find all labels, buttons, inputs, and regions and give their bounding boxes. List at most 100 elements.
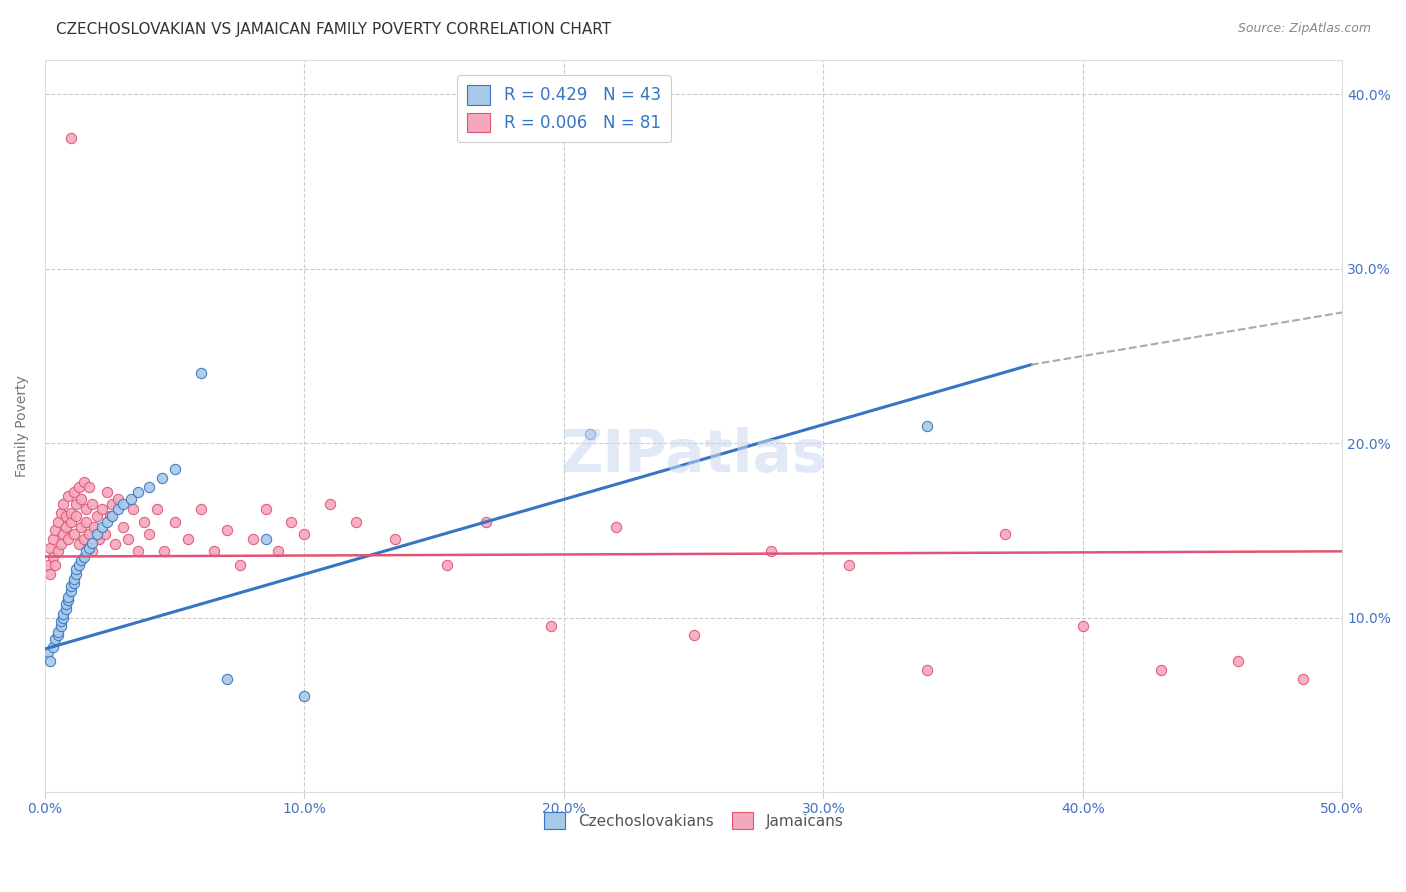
Point [91, 520, 114, 534]
Point [46, 515, 69, 529]
Point [215, 672, 238, 686]
Point [77, 480, 100, 494]
Point [436, 558, 458, 573]
Point [86, 509, 108, 524]
Point [49, 537, 72, 551]
Point [52, 607, 75, 621]
Point [80, 544, 103, 558]
Point [384, 532, 406, 546]
Point [120, 491, 142, 506]
Point [62, 572, 84, 586]
Point [58, 489, 80, 503]
Point [67, 480, 90, 494]
Point [475, 515, 498, 529]
Point [70, 553, 93, 567]
Point [39, 654, 62, 668]
Point [76, 544, 98, 558]
Point [1227, 654, 1250, 668]
Point [37, 645, 59, 659]
Point [132, 515, 155, 529]
Point [59, 584, 82, 599]
Point [267, 544, 290, 558]
Point [46, 628, 69, 642]
Point [1292, 672, 1315, 686]
Point [67, 537, 90, 551]
Point [138, 527, 160, 541]
Point [96, 515, 118, 529]
Point [163, 515, 186, 529]
Point [96, 485, 118, 500]
Point [58, 590, 80, 604]
Point [73, 549, 96, 564]
Point [111, 497, 134, 511]
Point [55, 597, 77, 611]
Point [294, 689, 316, 703]
Point [59, 131, 82, 145]
Point [39, 566, 62, 581]
Point [540, 619, 562, 633]
Point [127, 544, 149, 558]
Text: Source: ZipAtlas.com: Source: ZipAtlas.com [1237, 22, 1371, 36]
Point [605, 520, 627, 534]
Point [76, 502, 98, 516]
Point [49, 506, 72, 520]
Point [1071, 619, 1094, 633]
Point [101, 497, 124, 511]
Point [73, 532, 96, 546]
Point [52, 527, 75, 541]
Point [80, 535, 103, 549]
Point [76, 515, 98, 529]
Point [59, 506, 82, 520]
Point [44, 524, 66, 538]
Point [190, 367, 212, 381]
Point [65, 497, 87, 511]
Point [55, 602, 77, 616]
Point [101, 509, 124, 524]
Point [77, 527, 100, 541]
Point [83, 520, 105, 534]
Point [344, 515, 367, 529]
Point [127, 485, 149, 500]
Point [77, 541, 100, 555]
Point [150, 471, 173, 485]
Point [59, 515, 82, 529]
Point [138, 480, 160, 494]
Point [242, 532, 264, 546]
Point [107, 491, 129, 506]
Point [228, 558, 250, 573]
Point [80, 497, 103, 511]
Point [915, 418, 938, 433]
Point [163, 462, 186, 476]
Text: CZECHOSLOVAKIAN VS JAMAICAN FAMILY POVERTY CORRELATION CHART: CZECHOSLOVAKIAN VS JAMAICAN FAMILY POVER… [56, 22, 612, 37]
Point [107, 502, 129, 516]
Point [111, 520, 134, 534]
Point [838, 558, 860, 573]
Point [202, 544, 225, 558]
Point [42, 640, 65, 655]
Legend: Czechoslovakians, Jamaicans: Czechoslovakians, Jamaicans [538, 805, 849, 836]
Point [44, 632, 66, 646]
Point [39, 541, 62, 555]
Point [915, 663, 938, 677]
Point [52, 497, 75, 511]
Point [682, 628, 704, 642]
Point [65, 566, 87, 581]
Point [153, 544, 176, 558]
Point [190, 502, 212, 516]
Point [42, 549, 65, 564]
Point [579, 427, 602, 442]
Point [70, 491, 93, 506]
Point [62, 527, 84, 541]
Point [93, 527, 115, 541]
Point [55, 520, 77, 534]
Point [117, 532, 139, 546]
Point [89, 532, 111, 546]
Point [994, 527, 1017, 541]
Point [62, 575, 84, 590]
Y-axis label: Family Poverty: Family Poverty [15, 375, 30, 476]
Point [62, 485, 84, 500]
Point [44, 558, 66, 573]
Point [1149, 663, 1171, 677]
Point [73, 475, 96, 489]
Point [52, 610, 75, 624]
